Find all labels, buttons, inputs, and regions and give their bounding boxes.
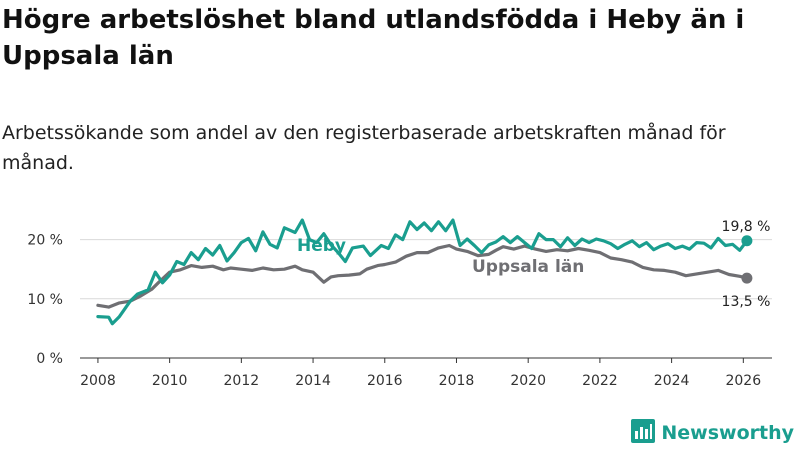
chart-title: Högre arbetslöshet bland utlandsfödda i …	[2, 5, 745, 71]
series-label-heby: Heby	[297, 236, 346, 256]
end-value-heby: 19,8 %	[722, 219, 771, 235]
x-tick-label: 2024	[654, 373, 690, 389]
brand-name: Newsworthy	[661, 422, 794, 444]
x-tick-label: 2018	[439, 373, 475, 389]
x-axis: 2008 2010 2012 2014 2016 2018 2020 2022 2024 2026	[80, 357, 772, 389]
y-tick-label: 10 %	[27, 292, 63, 308]
series-line-uppsala	[96, 243, 749, 309]
x-tick-label: 2016	[367, 373, 403, 389]
x-tick-label: 2026	[725, 373, 761, 389]
y-tick-label: 20 %	[27, 233, 63, 249]
x-tick-label: 2010	[152, 373, 188, 389]
grid-layer: 0 % 10 % 20 %	[27, 233, 772, 367]
x-tick-label: 2008	[80, 373, 116, 389]
end-dot-uppsala	[741, 272, 753, 284]
chart-subtitle: Arbetssökande som andel av den registerb…	[2, 122, 726, 174]
end-dot-heby	[741, 235, 753, 247]
x-tick-label: 2020	[510, 373, 546, 389]
brand: Newsworthy	[631, 419, 794, 447]
newsworthy-logo-icon	[631, 419, 656, 447]
x-tick-label: 2022	[582, 373, 618, 389]
series-label-uppsala: Uppsala län	[472, 257, 584, 277]
series-line-heby	[96, 218, 749, 326]
label-layer: Heby Uppsala län 19,8 % 13,5 %	[297, 219, 770, 310]
x-tick-label: 2014	[295, 373, 331, 389]
series-layer	[96, 218, 753, 326]
end-value-uppsala: 13,5 %	[722, 294, 771, 310]
x-tick-label: 2012	[224, 373, 260, 389]
y-tick-label: 0 %	[36, 351, 63, 367]
